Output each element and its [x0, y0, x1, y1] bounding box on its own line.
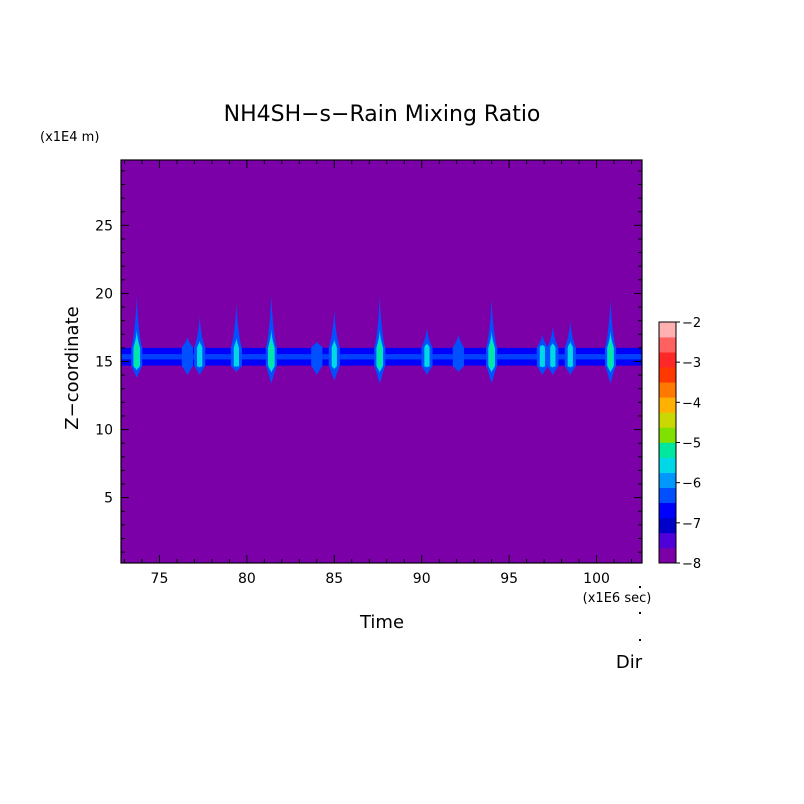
- colorbar-tick-label: −6: [682, 477, 701, 492]
- spike-15-contour-3: [608, 339, 613, 370]
- spike-14: [564, 320, 576, 376]
- spike-3: [194, 316, 206, 376]
- colorbar-cell: [659, 397, 676, 413]
- colorbar-cell: [659, 532, 676, 549]
- x-tick-label: 90: [413, 571, 431, 587]
- y-tick-label: 20: [95, 286, 113, 302]
- y-tick-label: 15: [95, 355, 113, 371]
- spike-8-contour-3: [377, 338, 382, 370]
- colorbar-cells: [659, 322, 676, 564]
- colorbar-cell: [659, 457, 676, 473]
- chart-title: NH4SH−s−Rain Mixing Ratio: [224, 102, 541, 127]
- colorbar-cell: [659, 352, 676, 368]
- colorbar-cell: [659, 487, 676, 504]
- spike-11-contour-3: [489, 339, 494, 370]
- spike-4: [230, 302, 242, 373]
- spike-9-contour-2: [424, 343, 430, 369]
- spike-2-contour-1: [184, 344, 191, 370]
- spike-1: [131, 296, 143, 378]
- colorbar-cell: [659, 472, 676, 488]
- x-tick-label: 85: [325, 571, 343, 587]
- y-axis-label: Z−coordinate: [62, 306, 83, 429]
- colorbar-cell: [659, 367, 676, 383]
- y-axis-ticks: 5 10 15 20 25: [95, 170, 642, 553]
- colorbar-cell: [659, 427, 676, 443]
- colorbar-tick-label: −5: [682, 437, 701, 452]
- spike-3-contour-2: [197, 340, 203, 369]
- spike-12: [536, 334, 548, 376]
- colorbar-cell: [659, 412, 676, 428]
- x-axis-unit: (x1E6 sec): [583, 591, 652, 606]
- colorbar-cell: [659, 442, 676, 458]
- spike-6-contour-1: [313, 345, 321, 370]
- colorbar-tick-label: −3: [682, 356, 701, 371]
- spike-12-contour-2: [539, 344, 545, 369]
- spike-8: [374, 296, 386, 384]
- x-tick-label: 80: [238, 571, 256, 587]
- colorbar-tick-label: −7: [682, 517, 701, 532]
- spike-6: [311, 341, 323, 376]
- colorbar-tick-label: −4: [682, 396, 701, 411]
- spike-10: [452, 334, 465, 373]
- colorbar-cell: [659, 337, 676, 353]
- dir-marker-dots: [639, 586, 641, 641]
- spike-layer: [131, 294, 617, 384]
- y-axis-unit: (x1E4 m): [40, 130, 99, 145]
- x-axis-ticks: 75 80 85 90 95 100: [123, 160, 633, 587]
- y-tick-label: 5: [104, 491, 113, 507]
- spike-13-contour-2: [550, 342, 556, 369]
- x-axis-label: Time: [359, 612, 404, 633]
- colorbar-ticks: −2 −3 −4 −5 −6 −7 −8: [676, 316, 701, 572]
- colorbar: −2 −3 −4 −5 −6 −7 −8: [658, 316, 701, 572]
- colorbar-cell: [659, 382, 676, 398]
- colorbar-cell: [659, 502, 676, 519]
- x-tick-label: 100: [583, 571, 610, 587]
- colorbar-tick-label: −8: [682, 557, 701, 572]
- y-tick-label: 10: [95, 423, 113, 439]
- spike-7: [328, 309, 340, 381]
- spike-4-contour-2: [233, 337, 240, 368]
- colorbar-cell: [659, 547, 676, 564]
- plot-area: [120, 159, 643, 564]
- colorbar-cell: [659, 322, 676, 338]
- spike-13: [547, 326, 559, 376]
- colorbar-tick-label: −2: [682, 316, 701, 331]
- spike-11: [486, 298, 498, 384]
- spike-10-contour-1: [455, 343, 462, 369]
- spike-1-contour-3: [134, 338, 139, 369]
- x-tick-label: 75: [151, 571, 169, 587]
- spike-9: [421, 327, 433, 376]
- spike-14-contour-2: [567, 341, 573, 369]
- spike-2: [181, 336, 194, 376]
- dir-label: Dir: [616, 652, 643, 673]
- spike-5: [265, 294, 277, 384]
- y-tick-label: 25: [95, 218, 113, 234]
- x-tick-label: 95: [500, 571, 518, 587]
- spike-5-contour-3: [269, 338, 274, 370]
- spike-7-contour-2: [331, 338, 337, 370]
- spike-15: [604, 298, 617, 384]
- colorbar-cell: [659, 517, 676, 534]
